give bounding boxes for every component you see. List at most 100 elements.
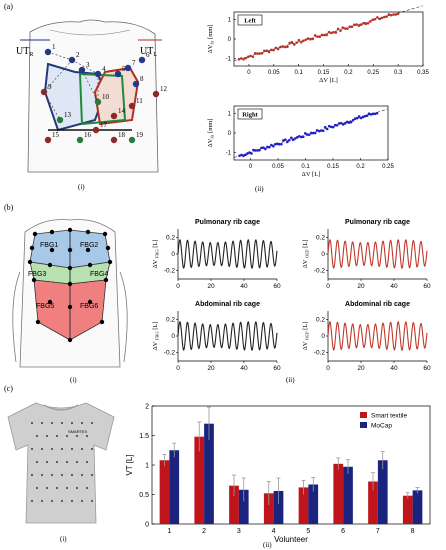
sub-label-a-ii: (ii) bbox=[255, 185, 264, 193]
data-point-33 bbox=[301, 135, 305, 139]
y-axis-label: ΔV FBG [L] bbox=[152, 321, 160, 350]
y-axis-label-unit: [mm] bbox=[207, 25, 214, 41]
data-point-51 bbox=[353, 23, 356, 27]
data-point-5 bbox=[246, 55, 250, 59]
marker-19 bbox=[128, 136, 136, 144]
data-point-42 bbox=[332, 30, 335, 34]
x-tick-label-0: 0 bbox=[326, 283, 330, 290]
marker-label-19: 19 bbox=[136, 131, 144, 139]
data-point-4 bbox=[244, 56, 248, 60]
series-line bbox=[327, 320, 428, 351]
x-tick-label-4: 4 bbox=[272, 528, 276, 535]
shirt-marker-36 bbox=[55, 486, 59, 490]
data-point-47 bbox=[343, 27, 347, 30]
wave-abdominal-fbg-chart: Abdominal rib cage 0 20 40 60 0.2 0 -0.2 ΔV FBG … bbox=[152, 301, 281, 372]
y-tick-label-4: 2 bbox=[145, 404, 149, 411]
x-tick-label-0: 0 bbox=[249, 164, 253, 170]
marker-label-4: 4 bbox=[102, 65, 106, 73]
data-point-45 bbox=[339, 29, 342, 32]
y-tick-label-0: 0.2 bbox=[166, 234, 175, 241]
data-point-11 bbox=[258, 148, 261, 152]
marker-15 bbox=[44, 136, 52, 144]
y-tick-label-0: 0.2 bbox=[316, 234, 325, 241]
data-point-8 bbox=[253, 51, 257, 55]
series-line bbox=[177, 320, 278, 351]
data-point-49 bbox=[348, 25, 351, 28]
y-axis-label-main: ΔV bbox=[207, 138, 214, 147]
x-tick-label-3: 60 bbox=[423, 283, 431, 290]
data-point-21 bbox=[283, 45, 287, 49]
series-line bbox=[327, 238, 428, 269]
legend-swatch-0 bbox=[360, 412, 367, 418]
data-point-26 bbox=[295, 41, 298, 44]
marker-dot-11 bbox=[27, 259, 33, 265]
label-utr: UTR bbox=[16, 46, 33, 58]
x-tick-label-3: 60 bbox=[273, 365, 281, 372]
data-point-9 bbox=[256, 52, 259, 55]
x-tick-label-3: 0.15 bbox=[318, 70, 330, 76]
y-axis-label-main: ΔV bbox=[207, 44, 214, 53]
shirt-marker-1 bbox=[30, 421, 34, 425]
shirt-marker-16 bbox=[50, 447, 54, 451]
shirt-marker-15 bbox=[40, 447, 44, 451]
data-point-50 bbox=[350, 25, 354, 29]
data-point-54 bbox=[343, 122, 347, 125]
data-point-57 bbox=[366, 21, 370, 25]
y-tick-label-2: -0.2 bbox=[314, 350, 326, 357]
title-box bbox=[237, 108, 263, 120]
y-axis-label-sub: FBG bbox=[155, 331, 160, 341]
data-point-25 bbox=[293, 43, 296, 46]
y-tick-label-1: 0 bbox=[228, 131, 232, 137]
marker-dot-19 bbox=[47, 299, 53, 305]
legend-swatch-1 bbox=[360, 422, 367, 428]
shirt-marker-32 bbox=[80, 473, 84, 477]
y-axis-label: VT [L] bbox=[125, 454, 134, 475]
x-tick-label-1: 1 bbox=[167, 528, 171, 535]
x-tick-label-1: 20 bbox=[207, 283, 215, 290]
vt-bar-chart: 0 0.5 1 1.5 2 VT [L] Volunteer 1 2 3 4 5 6 7 8 Smart te… bbox=[125, 404, 431, 544]
x-tick-label-1: 0.05 bbox=[272, 164, 284, 170]
shirt-marker-44 bbox=[70, 499, 74, 503]
shirt-marker-2 bbox=[40, 421, 44, 425]
shirt-marker-21 bbox=[35, 460, 39, 464]
shirt-marker-14 bbox=[30, 447, 34, 451]
y-tick-label-0: 0.2 bbox=[166, 316, 175, 323]
data-point-3 bbox=[242, 154, 245, 158]
bar-textile-7 bbox=[368, 481, 378, 524]
marker-dot-14 bbox=[87, 262, 93, 268]
marker-16 bbox=[76, 136, 84, 144]
shirt-marker-5 bbox=[70, 421, 74, 425]
y-axis-label-unit: [L] bbox=[152, 321, 159, 331]
bar-textile-6 bbox=[333, 463, 344, 524]
marker-dot-6 bbox=[29, 245, 35, 251]
y-tick-label-2: 1 bbox=[228, 112, 232, 118]
shirt-marker-12 bbox=[75, 434, 79, 438]
marker-14 bbox=[110, 112, 118, 120]
data-point-24 bbox=[290, 40, 294, 44]
data-point-62 bbox=[378, 17, 381, 21]
x-tick-label-2: 40 bbox=[240, 365, 248, 372]
shirt-marker-41 bbox=[40, 499, 44, 503]
data-point-49 bbox=[333, 123, 337, 127]
data-point-6 bbox=[249, 54, 252, 58]
legend-label-1: MoCap bbox=[371, 423, 392, 430]
data-point-54 bbox=[359, 23, 363, 26]
marker-label-5: 5 bbox=[122, 65, 126, 73]
shirt-collar bbox=[43, 404, 79, 411]
marker-12 bbox=[152, 90, 160, 98]
data-point-35 bbox=[305, 133, 309, 136]
bar-textile-1 bbox=[159, 460, 170, 524]
data-point-44 bbox=[336, 27, 340, 31]
data-point-38 bbox=[323, 33, 326, 37]
data-point-10 bbox=[258, 52, 262, 55]
shirt-marker-6 bbox=[80, 421, 84, 425]
shirt-marker-23 bbox=[55, 460, 59, 464]
x-tick-label-2: 2 bbox=[202, 528, 206, 535]
marker-dot-8 bbox=[67, 247, 73, 253]
shirt-marker-33 bbox=[90, 473, 94, 477]
data-point-44 bbox=[323, 125, 327, 129]
data-point-18 bbox=[276, 47, 280, 51]
y-axis-label: ΔV OEP [L] bbox=[302, 322, 310, 351]
data-point-70 bbox=[375, 111, 379, 115]
data-point-42 bbox=[319, 129, 323, 132]
